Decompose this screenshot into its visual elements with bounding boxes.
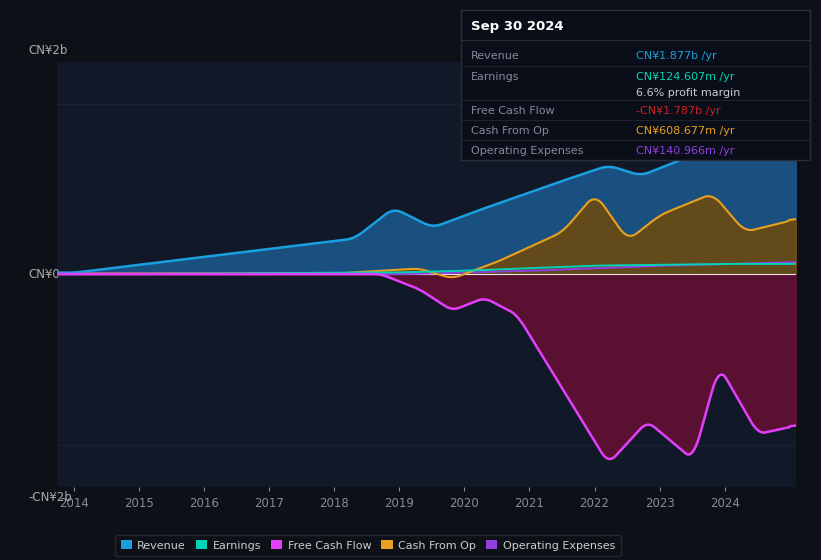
Text: Sep 30 2024: Sep 30 2024 bbox=[471, 20, 564, 33]
Text: CN¥608.677m /yr: CN¥608.677m /yr bbox=[636, 125, 734, 136]
Text: -CN¥2b: -CN¥2b bbox=[28, 492, 71, 505]
Text: CN¥140.966m /yr: CN¥140.966m /yr bbox=[636, 146, 734, 156]
Text: CN¥1.877b /yr: CN¥1.877b /yr bbox=[636, 50, 717, 60]
Text: -CN¥1.787b /yr: -CN¥1.787b /yr bbox=[636, 106, 721, 115]
Text: Revenue: Revenue bbox=[471, 50, 520, 60]
Text: Earnings: Earnings bbox=[471, 72, 520, 82]
Text: Operating Expenses: Operating Expenses bbox=[471, 146, 584, 156]
Text: Cash From Op: Cash From Op bbox=[471, 125, 549, 136]
Text: CN¥2b: CN¥2b bbox=[28, 44, 67, 57]
Text: Free Cash Flow: Free Cash Flow bbox=[471, 106, 555, 115]
Text: CN¥124.607m /yr: CN¥124.607m /yr bbox=[636, 72, 734, 82]
Text: 6.6% profit margin: 6.6% profit margin bbox=[636, 87, 741, 97]
Text: CN¥0: CN¥0 bbox=[28, 268, 60, 281]
Legend: Revenue, Earnings, Free Cash Flow, Cash From Op, Operating Expenses: Revenue, Earnings, Free Cash Flow, Cash … bbox=[115, 535, 621, 556]
